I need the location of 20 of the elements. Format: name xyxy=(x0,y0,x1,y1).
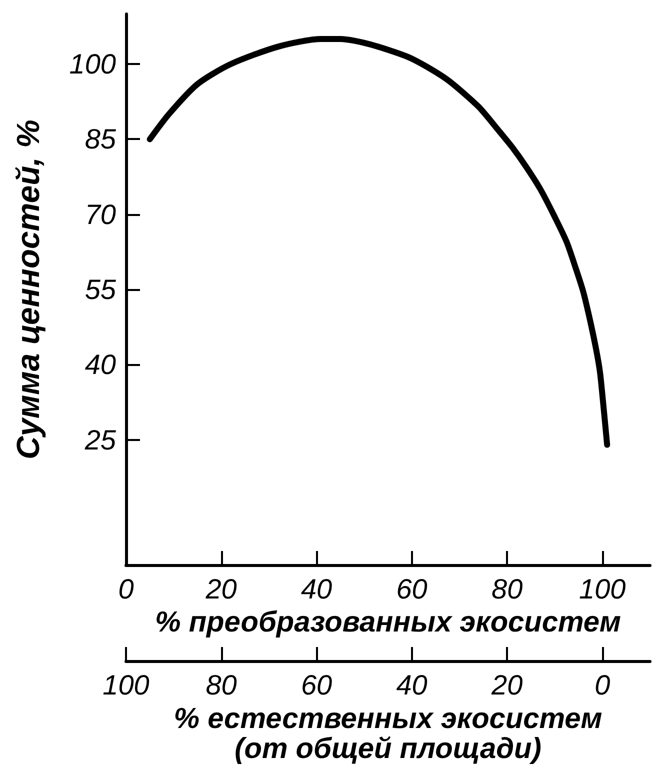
y-tick-label: 25 xyxy=(84,424,116,456)
x2-tick-label: 40 xyxy=(396,670,428,700)
x2-axis-title: % естественных экосистем (от общей площади) xyxy=(174,702,602,765)
x-tick-label: 100 xyxy=(579,574,626,604)
x-tick-label: 0 xyxy=(118,574,134,604)
x-tick-label: 80 xyxy=(492,574,524,604)
x2-tick-label: 0 xyxy=(594,670,611,700)
y-tick-label: 40 xyxy=(84,349,116,380)
x-tick-label: 60 xyxy=(396,574,428,604)
x2-tick-label: 60 xyxy=(300,670,333,700)
x-tick-label: 20 xyxy=(204,574,238,604)
x2-tick-label: 20 xyxy=(490,670,524,700)
x2-tick-label: 80 xyxy=(206,670,238,700)
x-axis-title: % преобразованных экосистем xyxy=(154,606,622,638)
y-tick-label: 70 xyxy=(84,198,116,230)
y-axis-title: Сумма ценностей, % xyxy=(10,120,46,460)
x-tick-label: 40 xyxy=(300,574,333,604)
y-tick-label: 85 xyxy=(84,124,116,155)
y-tick-label: 100 xyxy=(69,48,116,80)
y-tick-label: 55 xyxy=(84,274,116,305)
